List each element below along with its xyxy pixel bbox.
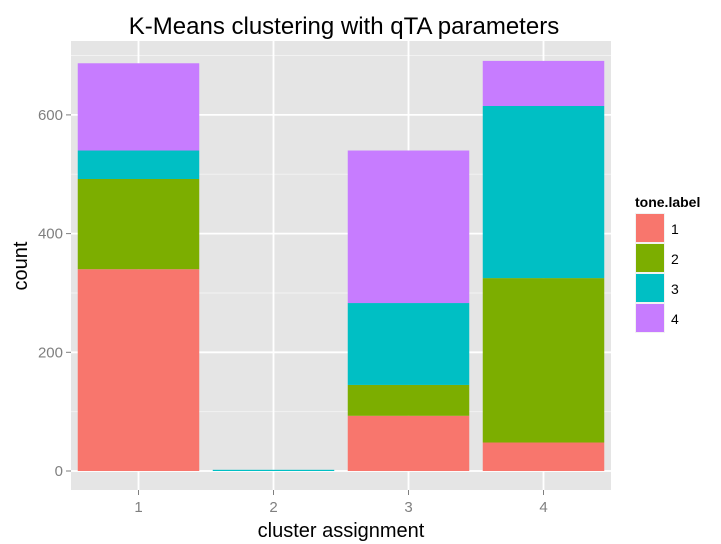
bar-segment-cluster-4-tone-2: [482, 278, 605, 443]
y-axis-title: count: [10, 241, 32, 290]
bar-segment-cluster-3-tone-1: [347, 415, 470, 471]
bar-segment-cluster-4-tone-4: [482, 60, 605, 106]
legend-key-swatch: [636, 214, 664, 242]
legend-key-swatch: [636, 304, 664, 332]
x-tick-labels: 1 2 3 4: [134, 499, 547, 516]
legend-title: tone.label: [635, 194, 700, 210]
legend-key-swatch: [636, 274, 664, 302]
x-axis-title: cluster assignment: [258, 520, 425, 542]
bar-segment-cluster-1-tone-3: [77, 150, 200, 179]
legend-label: 1: [671, 221, 679, 237]
x-tick-label: 1: [134, 499, 142, 516]
legend-label: 4: [671, 311, 679, 327]
x-tick-label: 4: [539, 499, 547, 516]
bar-segment-cluster-3-tone-4: [347, 150, 470, 304]
bar-segment-cluster-3-tone-2: [347, 384, 470, 416]
bar-segment-cluster-1-tone-4: [77, 63, 200, 151]
axis-ticks: [66, 114, 544, 495]
x-tick-label: 3: [404, 499, 412, 516]
chart-title: K-Means clustering with qTA parameters: [129, 13, 559, 40]
bar-segment-cluster-1-tone-2: [77, 178, 200, 270]
y-tick-labels: 0 200 400 600: [38, 107, 63, 480]
y-tick-label: 200: [38, 344, 63, 361]
bar-segment-cluster-4-tone-3: [482, 105, 605, 279]
bar-segment-cluster-1-tone-1: [77, 269, 200, 471]
bar-segment-cluster-4-tone-1: [482, 442, 605, 471]
legend-label: 3: [671, 281, 679, 297]
y-tick-label: 400: [38, 226, 63, 243]
bars: [77, 60, 605, 471]
x-tick-label: 2: [269, 499, 277, 516]
bar-segment-cluster-3-tone-3: [347, 303, 470, 385]
bar-segment-cluster-2-tone-3: [212, 469, 335, 471]
legend-label: 2: [671, 251, 679, 267]
legend-key-swatch: [636, 244, 664, 272]
y-tick-label: 0: [55, 463, 63, 480]
legend: tone.label 1 2 3 4: [635, 194, 700, 333]
y-tick-label: 600: [38, 107, 63, 124]
